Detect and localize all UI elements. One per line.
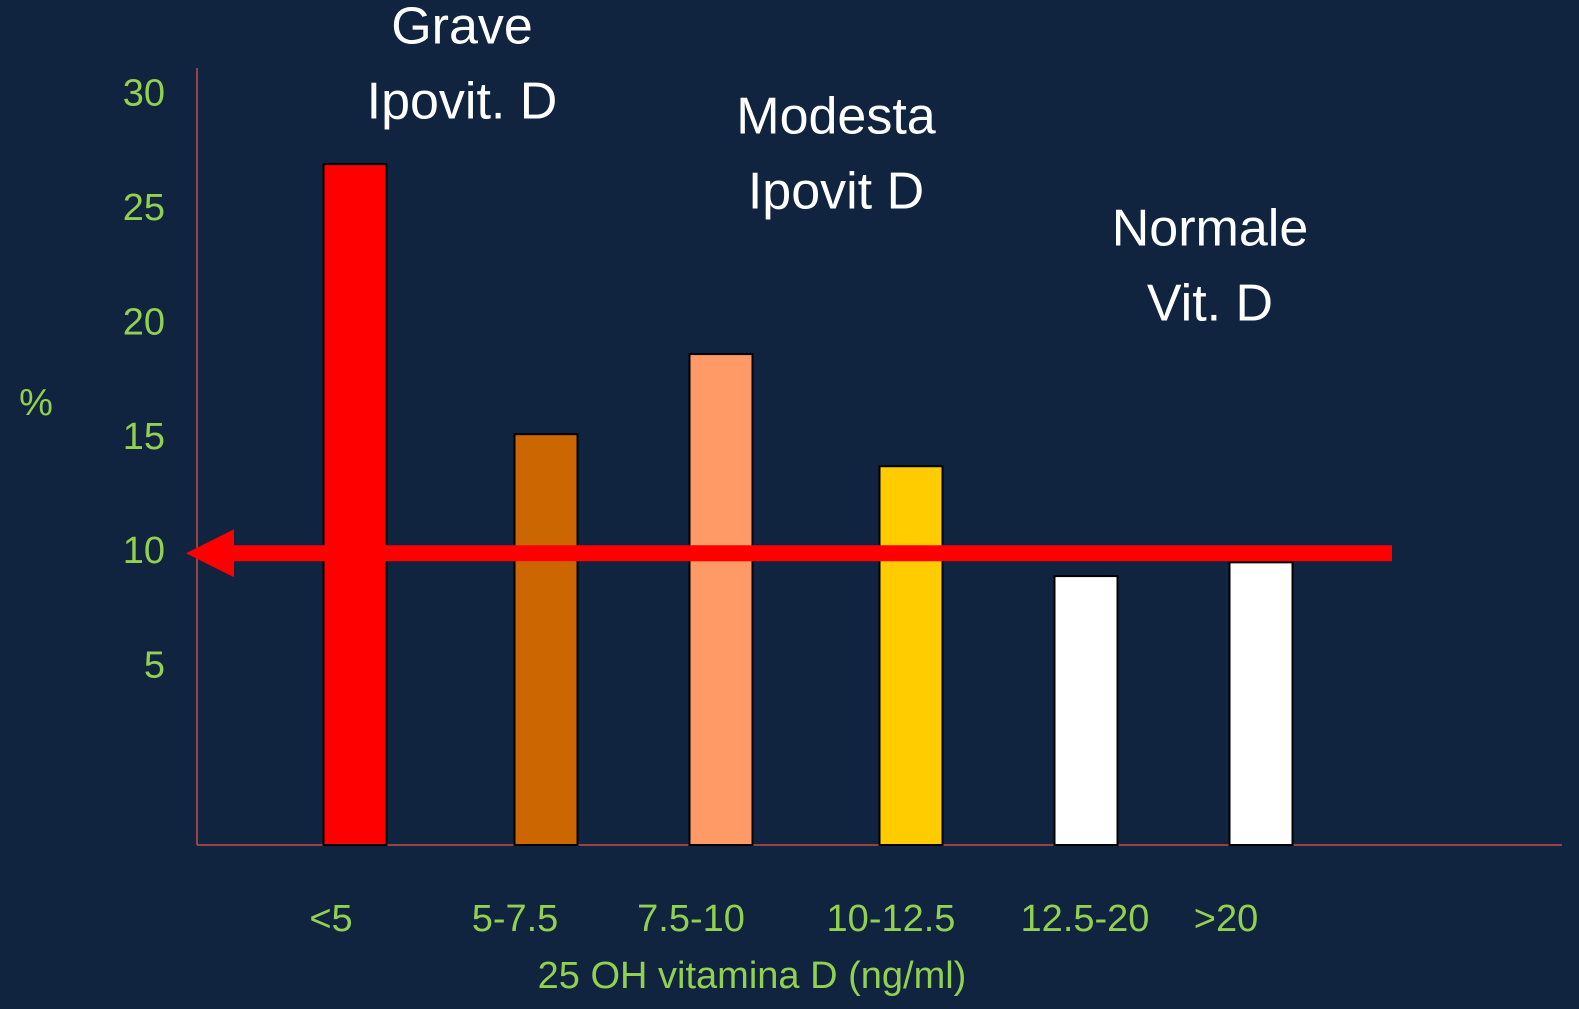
- y-tick-label: 10: [123, 530, 165, 572]
- annotation: Ipovit. D: [367, 73, 558, 131]
- annotation: Normale: [1112, 200, 1309, 258]
- bar: [878, 465, 944, 846]
- bar: [1228, 561, 1294, 846]
- y-tick-label: 25: [123, 187, 165, 229]
- x-tick-label: >20: [1194, 898, 1258, 940]
- annotation: Grave: [391, 0, 533, 56]
- reference-arrow-head: [186, 529, 234, 578]
- annotation: Modesta: [736, 88, 936, 146]
- x-tick-label: 12.5-20: [1021, 898, 1150, 940]
- y-tick-label: 20: [123, 301, 165, 343]
- bar: [513, 433, 579, 846]
- x-axis-label: 25 OH vitamina D (ng/ml): [538, 955, 967, 997]
- x-tick-label: 5-7.5: [472, 898, 559, 940]
- bar: [1053, 575, 1119, 846]
- y-axis-label: %: [19, 382, 53, 424]
- x-tick-label: 7.5-10: [637, 898, 745, 940]
- bar: [688, 353, 754, 846]
- x-tick-label: 10-12.5: [827, 898, 956, 940]
- y-tick-label: 5: [144, 645, 165, 687]
- annotation: Vit. D: [1147, 275, 1273, 333]
- x-tick-label: <5: [309, 898, 352, 940]
- y-tick-label: 15: [123, 416, 165, 458]
- annotation: Ipovit D: [748, 163, 924, 221]
- y-tick-label: 30: [123, 72, 165, 114]
- bar: [322, 163, 388, 846]
